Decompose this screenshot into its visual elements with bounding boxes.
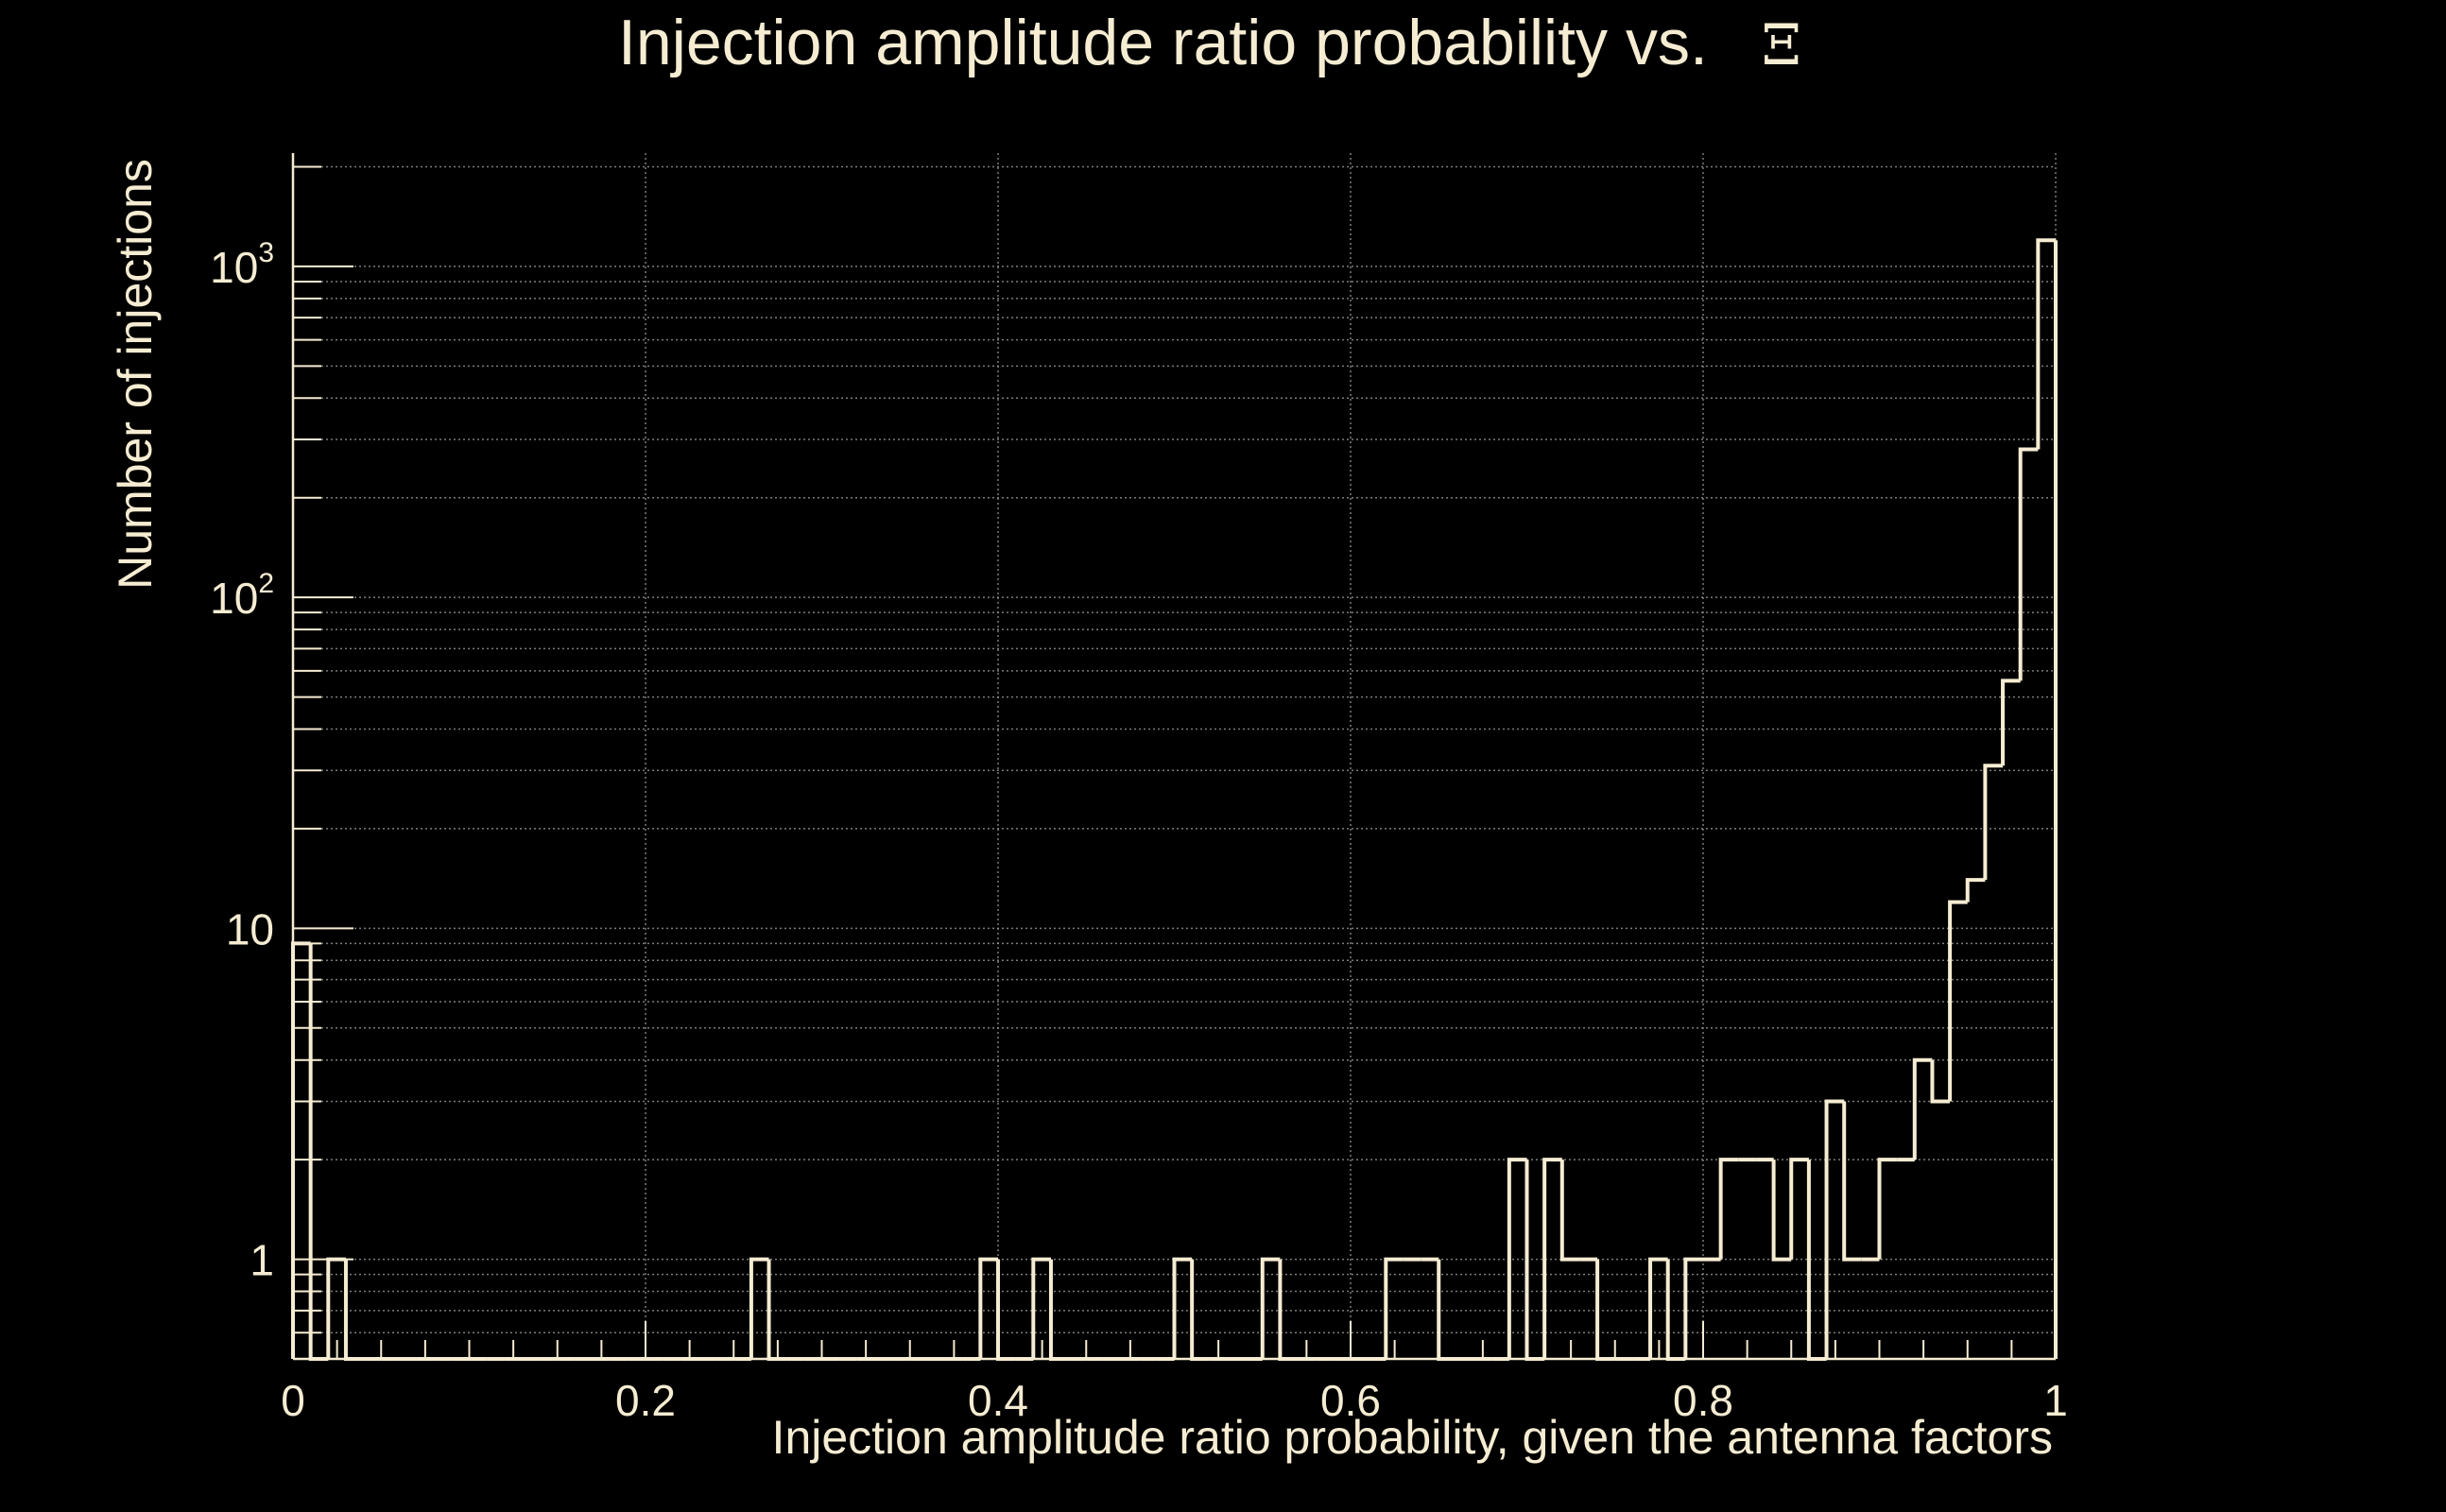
- histogram-bin: [1771, 1160, 1792, 1262]
- x-tick-label: 0.8: [1673, 1376, 1733, 1425]
- histogram-bin: [1031, 1257, 1051, 1359]
- histogram-bin: [1172, 1257, 1193, 1359]
- histogram-bin: [1278, 1259, 1299, 1361]
- chart-title-main: Injection amplitude ratio probability vs…: [618, 7, 1708, 78]
- y-tick-label-exponent: 3: [258, 237, 274, 268]
- histogram-bin: [1648, 1257, 1668, 1359]
- histogram-bin: [1048, 1259, 1069, 1361]
- histogram-bin: [326, 1257, 346, 1359]
- y-tick-label-base: 1: [250, 1236, 274, 1285]
- y-tick-label: 10: [226, 904, 274, 954]
- histogram-bin: [1930, 1059, 1951, 1104]
- histogram-bin: [1683, 1257, 1703, 1359]
- histogram-bin: [1877, 1158, 1898, 1260]
- histogram-bin: [1260, 1257, 1281, 1359]
- histogram-bin: [1842, 1101, 1862, 1262]
- histogram-bin: [996, 1259, 1016, 1361]
- y-tick-label-base: 10: [210, 243, 258, 292]
- histogram-bin: [1665, 1259, 1686, 1361]
- histogram-bin: [1384, 1257, 1404, 1359]
- histogram-bin: [1824, 1099, 1845, 1359]
- histogram-bin: [1789, 1158, 1809, 1260]
- histogram-bin: [749, 1257, 769, 1359]
- x-tick-label: 0.4: [968, 1376, 1028, 1425]
- histogram-bin: [2018, 447, 2039, 681]
- histogram-bin: [1524, 1160, 1545, 1361]
- histogram-bin: [1948, 900, 1968, 1102]
- histogram-bin: [978, 1257, 998, 1359]
- histogram-bin: [767, 1259, 787, 1361]
- series-layer: [291, 238, 2058, 1361]
- y-tick-label-base: 10: [210, 574, 258, 623]
- y-axis-label: Number of injections: [109, 159, 162, 590]
- x-tick-label: 0: [281, 1376, 305, 1425]
- histogram-bin: [1542, 1158, 1562, 1359]
- histogram-bin: [1912, 1057, 1933, 1160]
- y-tick-label: 103: [210, 237, 274, 292]
- y-tick-label-base: 10: [226, 904, 274, 954]
- x-tick-label: 0.2: [615, 1376, 676, 1425]
- x-axis-label: Injection amplitude ratio probability, g…: [772, 1411, 2053, 1464]
- histogram-bin: [2001, 679, 2021, 766]
- x-tick-label: 0.6: [1320, 1376, 1381, 1425]
- y-tick-label: 102: [210, 568, 274, 623]
- histogram-bin: [291, 941, 311, 1359]
- histogram-bin: [1190, 1259, 1210, 1361]
- histogram-bin: [1507, 1158, 1527, 1359]
- histogram-bin: [1718, 1158, 1739, 1260]
- y-tick-label: 1: [250, 1236, 274, 1285]
- histogram-bin: [343, 1259, 364, 1361]
- histogram-bin: [1559, 1160, 1580, 1262]
- histogram-bin: [1983, 764, 2004, 881]
- x-tick-label: 1: [2043, 1376, 2068, 1425]
- histogram-bin: [1806, 1160, 1827, 1361]
- histogram-bin: [1437, 1259, 1456, 1361]
- histogram-bin: [1595, 1259, 1615, 1361]
- grid-layer: [292, 153, 2057, 1360]
- histogram-bin: [308, 943, 329, 1361]
- chart-title: Injection amplitude ratio probability vs…: [618, 7, 1801, 78]
- histogram-bin: [2036, 238, 2056, 450]
- chart-title-symbol: Ξ: [1762, 12, 1801, 78]
- y-tick-label-exponent: 2: [258, 568, 274, 599]
- histogram-bin: [1965, 878, 1986, 902]
